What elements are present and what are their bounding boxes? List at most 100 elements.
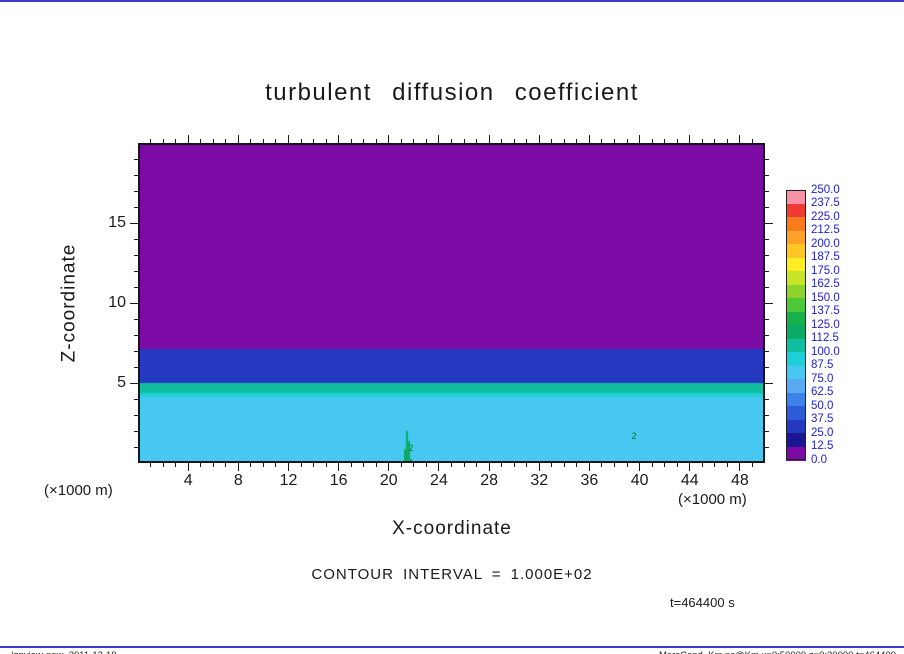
x-tick [363,139,365,143]
y-tick [765,174,769,176]
colorbar-cell [786,379,806,393]
x-tick [751,139,753,143]
x-axis-label: X-coordinate [392,518,512,539]
x-tick [162,463,164,467]
x-tick [300,139,302,143]
x-tick-label: 32 [530,472,549,489]
x-unit-label-left: (×1000 m) [44,482,113,499]
y-tick [134,174,138,176]
y-tick [765,238,769,240]
y-tick [765,430,769,432]
x-tick [338,463,340,471]
x-tick-label: 44 [680,472,699,489]
x-tick [225,139,227,143]
y-tick [134,334,138,336]
x-tick [400,463,402,467]
y-tick [130,302,138,304]
x-tick [501,139,503,143]
x-tick [476,463,478,467]
colorbar-label: 0.0 [811,453,827,466]
colorbar-label: 212.5 [811,224,840,236]
x-tick [451,463,452,467]
x-tick [463,139,465,143]
x-tick [651,139,653,143]
x-tick [363,463,365,467]
colorbar-cell [786,284,806,299]
x-tick [488,135,490,143]
colorbar-label: 112.5 [811,332,839,344]
x-tick-label: 40 [630,472,649,489]
y-tick [130,222,138,224]
footer-border-line [0,646,904,648]
colorbar-cell [786,203,806,218]
footer-program-info: ./gpview-new 2011-12-19 [8,650,117,654]
contour-label: 2 [408,442,414,453]
x-tick [626,463,628,467]
y-tick [130,382,138,384]
x-tick [212,463,214,467]
x-tick [287,463,289,471]
y-tick [765,206,769,208]
x-tick [375,463,377,467]
colorbar-cell [786,433,806,447]
y-tick [765,286,769,288]
colorbar-cell [786,325,806,339]
y-tick [765,366,769,368]
x-tick [313,139,315,143]
y-tick [134,254,138,256]
y-tick [134,414,138,416]
colorbar-label: 250.0 [811,183,840,196]
x-tick [676,139,678,143]
colorbar-cell [786,257,806,272]
x-tick [601,139,603,143]
x-tick [225,463,227,467]
x-tick [614,139,616,143]
x-tick [526,139,528,143]
x-tick [551,463,553,467]
colorbar-label: 162.5 [811,278,840,290]
x-tick [563,463,565,467]
x-tick-label: 12 [279,472,298,489]
x-tick [739,135,741,143]
x-tick [576,139,578,143]
colorbar-label: 25.0 [811,426,834,439]
chart-title: turbulent diffusion coefficient [265,79,639,106]
x-tick [588,463,590,471]
colorbar-label: 50.0 [811,399,834,412]
y-tick [134,366,138,368]
x-tick [175,139,177,143]
x-tick [588,135,590,143]
x-tick [350,139,352,143]
x-tick [325,139,327,143]
colorbar-label: 237.5 [811,197,840,209]
colorbar-cell [786,406,806,420]
x-tick [701,463,703,467]
x-tick [212,139,214,143]
x-tick [175,463,177,467]
colorbar-cell [786,352,806,366]
x-tick [726,463,728,467]
x-tick [726,139,728,143]
x-tick [350,463,352,467]
y-tick [134,398,138,400]
colorbar-cell [786,338,806,353]
x-tick [187,463,189,471]
x-tick-label: 4 [183,472,193,489]
colorbar-label: 37.5 [811,413,834,425]
y-tick [134,206,138,208]
y-tick [134,238,138,240]
y-tick [765,302,773,304]
x-tick-label: 8 [233,472,243,489]
y-tick [765,270,769,272]
y-tick [134,446,138,448]
y-tick [765,254,769,256]
x-unit-label-right: (×1000 m) [678,491,747,508]
y-tick-label: 5 [117,374,126,391]
colorbar-label: 175.0 [811,264,840,277]
y-tick [765,398,769,400]
x-tick [413,139,415,143]
contour-label: 2 [631,431,637,442]
x-tick [237,463,239,471]
x-tick [664,139,666,143]
x-tick [187,135,189,143]
